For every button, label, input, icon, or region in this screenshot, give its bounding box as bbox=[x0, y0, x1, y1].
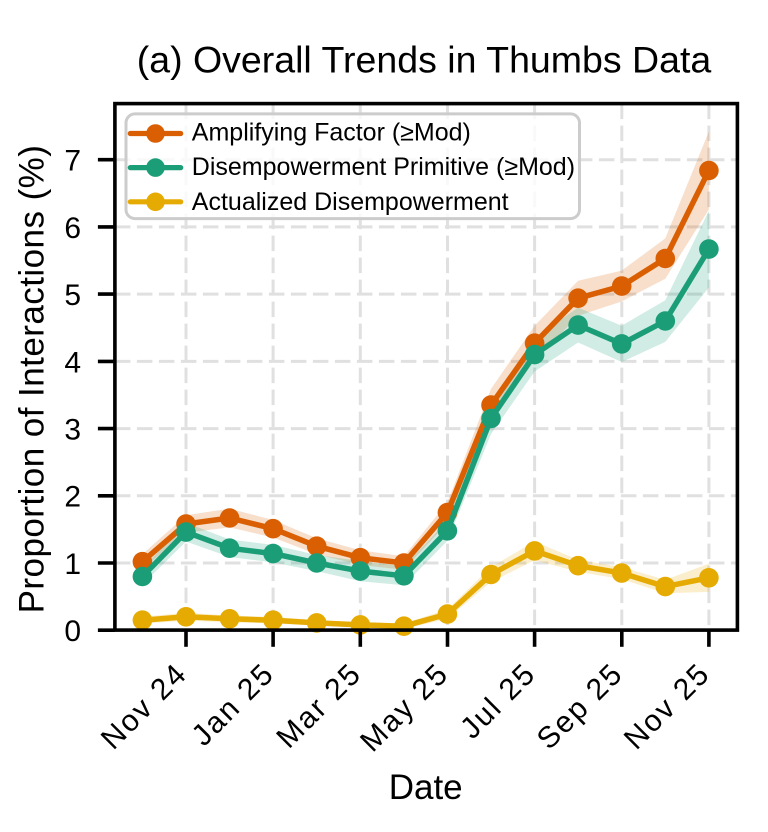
svg-text:Amplifying Factor (≥Mod): Amplifying Factor (≥Mod) bbox=[192, 118, 471, 146]
svg-text:Date: Date bbox=[389, 768, 463, 807]
svg-text:3: 3 bbox=[64, 414, 81, 447]
svg-text:5: 5 bbox=[64, 279, 81, 312]
svg-text:(a) Overall Trends in Thumbs D: (a) Overall Trends in Thumbs Data bbox=[137, 39, 712, 81]
svg-text:Proportion of Interactions (%): Proportion of Interactions (%) bbox=[13, 145, 52, 614]
svg-text:2: 2 bbox=[64, 481, 81, 514]
svg-text:7: 7 bbox=[64, 145, 81, 178]
svg-text:Actualized Disempowerment: Actualized Disempowerment bbox=[192, 188, 509, 216]
svg-text:Disempowerment Primitive (≥Mod: Disempowerment Primitive (≥Mod) bbox=[192, 153, 575, 181]
svg-text:4: 4 bbox=[64, 346, 81, 379]
svg-text:0: 0 bbox=[64, 615, 81, 648]
svg-text:1: 1 bbox=[64, 548, 81, 581]
svg-text:6: 6 bbox=[64, 212, 81, 245]
